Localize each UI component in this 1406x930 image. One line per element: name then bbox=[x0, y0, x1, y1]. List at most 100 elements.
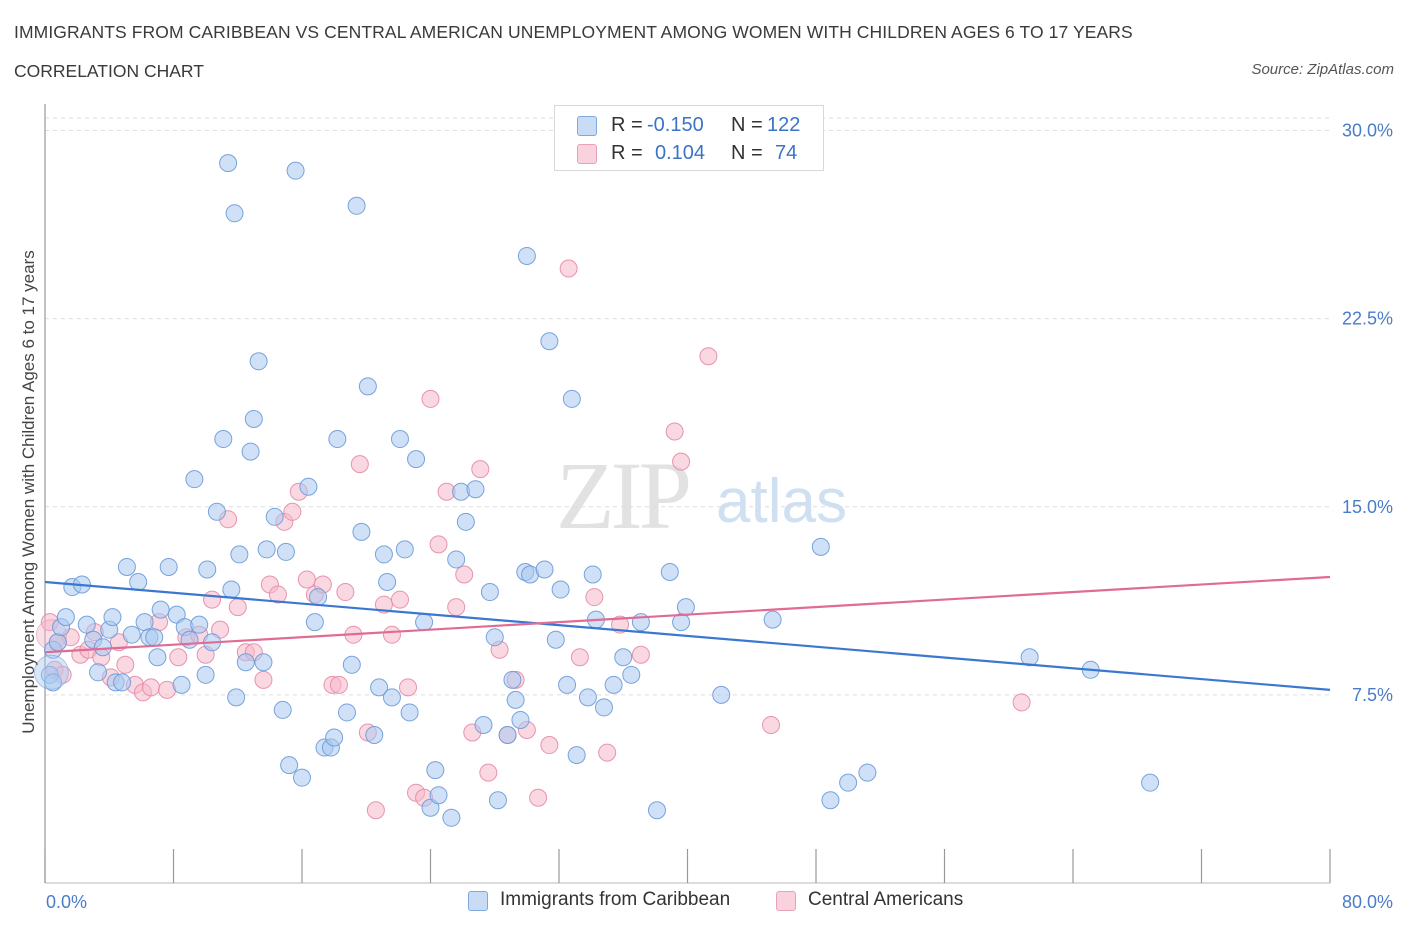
central-americans-point bbox=[699, 347, 718, 366]
caribbean-point bbox=[44, 673, 63, 692]
caribbean-point bbox=[480, 583, 499, 602]
caribbean-point bbox=[135, 613, 154, 632]
legend-label: Central Americans bbox=[808, 889, 964, 910]
caribbean-point bbox=[821, 791, 840, 810]
caribbean-point bbox=[159, 557, 178, 576]
r-value: 0.104 bbox=[655, 142, 706, 164]
stats-box: R = -0.150 N = 122 R = 0.104 N = 74 bbox=[554, 105, 824, 171]
caribbean-point bbox=[374, 545, 393, 564]
caribbean-point bbox=[265, 507, 284, 526]
central-americans-point bbox=[390, 590, 409, 609]
central-americans-trend-line bbox=[44, 575, 1331, 654]
caribbean-point bbox=[227, 688, 246, 707]
caribbean-point bbox=[145, 628, 164, 647]
chart-title: IMMIGRANTS FROM CARIBBEAN VS CENTRAL AME… bbox=[14, 22, 1133, 42]
caribbean-point bbox=[236, 653, 255, 672]
caribbean-point bbox=[103, 608, 122, 627]
trend-lines bbox=[44, 575, 1331, 691]
central-americans-point bbox=[297, 570, 316, 589]
caribbean-point bbox=[254, 653, 273, 672]
caribbean-point bbox=[151, 600, 170, 619]
caribbean-point bbox=[358, 377, 377, 396]
y-tick-label: 7.5% bbox=[1352, 685, 1393, 705]
caribbean-point bbox=[426, 761, 445, 780]
central-americans-point bbox=[268, 585, 287, 604]
caribbean-point bbox=[172, 675, 191, 694]
n-value: 122 bbox=[767, 114, 801, 136]
caribbean-point bbox=[390, 430, 409, 449]
caribbean-point bbox=[622, 665, 641, 684]
caribbean-point bbox=[222, 580, 241, 599]
caribbean-point bbox=[342, 655, 361, 674]
caribbean-point bbox=[466, 480, 485, 499]
central-americans-point bbox=[203, 590, 222, 609]
central-americans-point bbox=[254, 670, 273, 689]
central-americans-point bbox=[329, 675, 348, 694]
y-tick-label: 30.0% bbox=[1342, 121, 1393, 141]
caribbean-point bbox=[219, 154, 238, 173]
caribbean-point bbox=[207, 502, 226, 521]
caribbean-point bbox=[89, 663, 108, 682]
central-americans-point bbox=[336, 583, 355, 602]
central-americans-point bbox=[598, 743, 617, 762]
caribbean-point bbox=[180, 630, 199, 649]
caribbean-point bbox=[117, 557, 136, 576]
caribbean-point bbox=[276, 542, 295, 561]
caribbean-point bbox=[604, 675, 623, 694]
caribbean-point bbox=[676, 598, 695, 617]
caribbean-point bbox=[498, 726, 517, 745]
source-label: Source: ZipAtlas.com bbox=[1251, 61, 1394, 78]
caribbean-point bbox=[594, 698, 613, 717]
central-americans-point bbox=[665, 422, 684, 441]
central-americans-point bbox=[471, 460, 490, 479]
caribbean-point bbox=[198, 560, 217, 579]
x-tick-label: 0.0% bbox=[46, 892, 87, 912]
r-label: R = bbox=[611, 114, 643, 136]
caribbean-point bbox=[540, 332, 559, 351]
central-americans-point bbox=[631, 645, 650, 664]
caribbean-point bbox=[712, 685, 731, 704]
caribbean-point bbox=[129, 573, 148, 592]
caribbean-point bbox=[1141, 773, 1160, 792]
caribbean-point bbox=[113, 673, 132, 692]
caribbean-point bbox=[365, 726, 384, 745]
caribbean-point bbox=[48, 633, 67, 652]
caribbean-point bbox=[506, 690, 525, 709]
caribbean-point bbox=[1020, 648, 1039, 667]
caribbean-point bbox=[77, 615, 96, 634]
y-axis-label: Unemployment Among Women with Children A… bbox=[19, 250, 38, 734]
caribbean-point bbox=[56, 608, 75, 627]
caribbean-point bbox=[400, 703, 419, 722]
caribbean-point bbox=[185, 470, 204, 489]
central-americans-point bbox=[421, 389, 440, 408]
central-americans-point bbox=[447, 598, 466, 617]
watermark-zip: ZIP bbox=[556, 442, 692, 549]
n-label: N = bbox=[731, 142, 763, 164]
caribbean-point bbox=[280, 756, 299, 775]
central-americans-point bbox=[585, 588, 604, 607]
central-americans-point bbox=[455, 565, 474, 584]
caribbean-point bbox=[347, 196, 366, 215]
caribbean-point bbox=[503, 670, 522, 689]
watermark-atlas: atlas bbox=[716, 467, 847, 536]
caribbean-point bbox=[257, 540, 276, 559]
caribbean-point bbox=[456, 512, 475, 531]
caribbean-point bbox=[273, 700, 292, 719]
caribbean-point bbox=[407, 450, 426, 469]
caribbean-point bbox=[309, 588, 328, 607]
central-americans-point bbox=[529, 788, 548, 807]
caribbean-point bbox=[567, 746, 586, 765]
caribbean-point bbox=[33, 654, 69, 690]
caribbean-point bbox=[241, 442, 260, 461]
central-americans-point bbox=[559, 259, 578, 278]
caribbean-point bbox=[614, 648, 633, 667]
central-americans-point bbox=[429, 535, 448, 554]
central-americans-point bbox=[169, 648, 188, 667]
central-americans-point bbox=[570, 648, 589, 667]
caribbean-point bbox=[763, 610, 782, 629]
central-americans-point bbox=[540, 736, 559, 755]
r-value: -0.150 bbox=[647, 114, 704, 136]
n-value: 74 bbox=[775, 142, 798, 164]
n-label: N = bbox=[731, 114, 763, 136]
central-americans-point bbox=[366, 801, 385, 820]
